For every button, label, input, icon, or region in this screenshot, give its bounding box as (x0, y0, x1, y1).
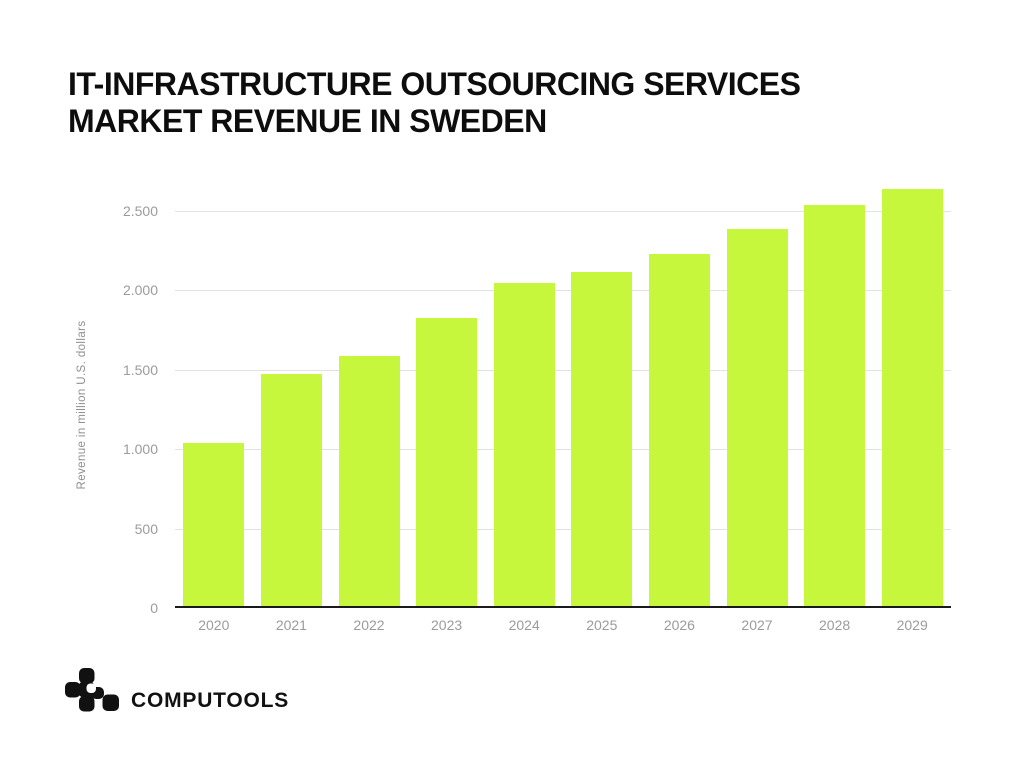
x-tick-label-2029: 2029 (896, 617, 928, 633)
x-tick-label-2022: 2022 (353, 617, 385, 633)
y-tick-label-2500: 2.500 (122, 203, 158, 219)
bar-2028 (804, 205, 866, 607)
bar-2022 (338, 356, 400, 607)
y-tick-label-500: 500 (134, 520, 158, 537)
bar-2026 (648, 254, 710, 607)
computools-logo-text: COMPUTOOLS (131, 689, 290, 712)
bar-2024 (493, 283, 555, 607)
x-tick-label-2023: 2023 (431, 617, 463, 633)
computools-logo: COMPUTOOLS (65, 668, 289, 712)
chart-title-line-2: MARKET REVENUE IN SWEDEN (68, 103, 547, 139)
gridline-500 (175, 528, 951, 530)
bar-2027 (726, 229, 788, 607)
bar-2021 (260, 373, 322, 607)
chart-title: IT-INFRASTRUCTURE OUTSOURCING SERVICES M… (68, 66, 801, 140)
y-tick-label-0: 0 (150, 600, 158, 616)
gridline-2000 (175, 290, 951, 292)
y-axis-title: Revenue in million U.S. dollars (76, 320, 88, 490)
y-tick-label-2000: 2.000 (122, 282, 158, 299)
bar-2029 (881, 189, 943, 607)
chart-title-line-1: IT-INFRASTRUCTURE OUTSOURCING SERVICES (68, 66, 801, 102)
x-tick-label-2025: 2025 (586, 617, 618, 633)
x-tick-label-2021: 2021 (275, 617, 307, 633)
x-tick-label-2027: 2027 (741, 617, 773, 633)
plot-area: 0 500 1.000 1.500 2.000 2.500 2020 2021 2022 2023… (123, 189, 951, 633)
gridline-1500 (175, 369, 951, 371)
bar-2020 (183, 443, 245, 607)
y-tick-label-1000: 1.000 (122, 441, 158, 458)
x-axis-line (175, 606, 951, 608)
computools-logo-icon (65, 668, 119, 712)
gridline-1000 (175, 449, 951, 451)
x-tick-label-2024: 2024 (508, 617, 540, 633)
x-tick-label-2026: 2026 (663, 617, 695, 633)
bar-2023 (416, 317, 478, 607)
x-tick-label-2028: 2028 (819, 617, 851, 633)
x-tick-label-2020: 2020 (198, 617, 230, 633)
y-tick-label-1500: 1.500 (122, 361, 158, 378)
bar-2025 (571, 271, 633, 607)
logo-notch (86, 683, 96, 693)
gridline-2500 (175, 211, 951, 212)
